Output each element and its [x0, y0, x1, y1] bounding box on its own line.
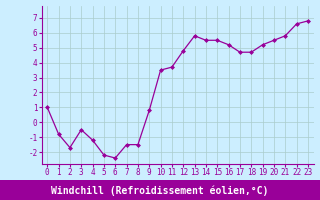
Text: Windchill (Refroidissement éolien,°C): Windchill (Refroidissement éolien,°C)	[51, 186, 269, 196]
